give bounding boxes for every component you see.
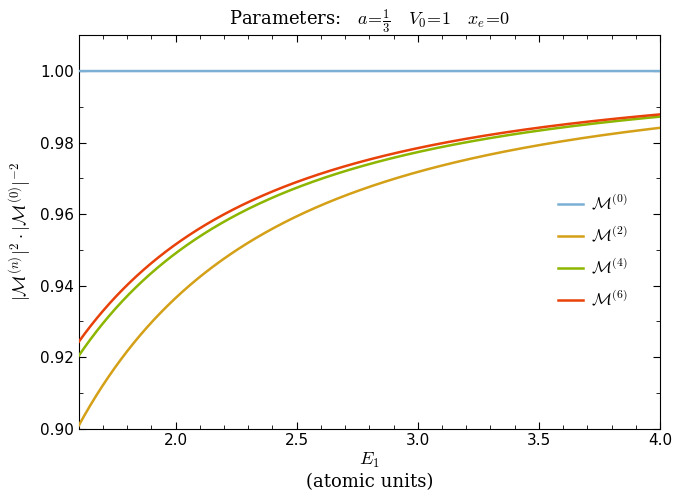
Title: Parameters:   $a\!=\!\frac{1}{3}$   $V_0\!=\!1$   $x_e\!=\!0$: Parameters: $a\!=\!\frac{1}{3}$ $V_0\!=\… [229,7,510,34]
X-axis label: $E_1$
(atomic units): $E_1$ (atomic units) [306,451,433,491]
Y-axis label: $|\mathcal{M}^{(n)}|^2 \cdot |\mathcal{M}^{(0)}|^{-2}$: $|\mathcal{M}^{(n)}|^2 \cdot |\mathcal{M… [7,162,33,301]
Legend: $\mathcal{M}^{(0)}$, $\mathcal{M}^{(2)}$, $\mathcal{M}^{(4)}$, $\mathcal{M}^{(6): $\mathcal{M}^{(0)}$, $\mathcal{M}^{(2)}$… [551,187,634,316]
